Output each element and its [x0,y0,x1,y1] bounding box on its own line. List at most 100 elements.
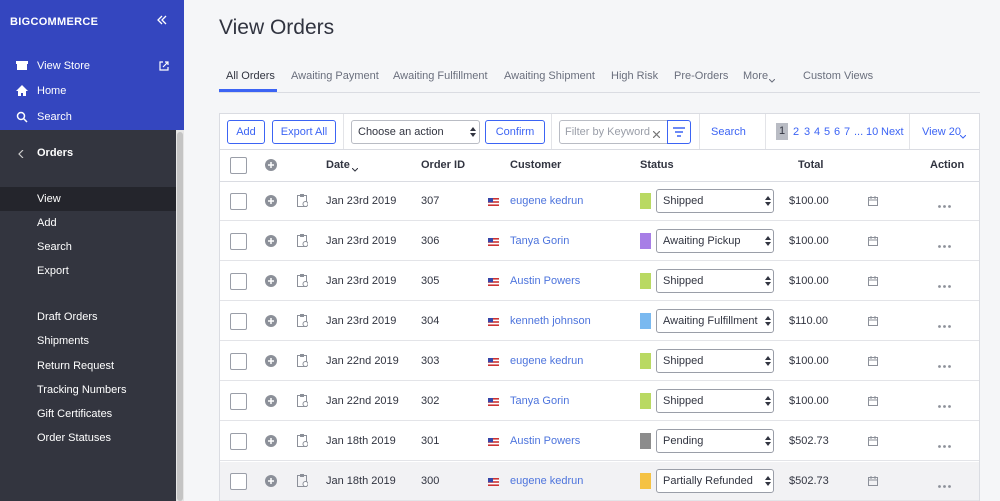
tab[interactable]: Pre-Orders [674,70,729,82]
expand-icon[interactable] [265,315,277,330]
menu-item[interactable]: Add [37,217,57,229]
select-all-checkbox[interactable] [230,157,247,174]
menu-item[interactable]: View [37,193,61,205]
menu-item[interactable]: Shipments [37,335,89,347]
calendar-icon[interactable] [868,276,878,289]
filter-button[interactable] [667,120,691,144]
menu-item[interactable]: Gift Certificates [37,408,113,420]
page-link[interactable]: ... [854,126,864,138]
page-link[interactable]: 10 [866,126,879,138]
nav-item[interactable]: View Store [0,56,184,76]
back-icon[interactable] [18,149,24,161]
row-checkbox[interactable] [230,393,247,410]
actions-menu[interactable] [938,239,951,251]
button[interactable]: Confirm [485,120,545,144]
tab[interactable]: Awaiting Shipment [504,70,595,82]
actions-menu[interactable] [938,199,951,211]
notes-icon[interactable] [297,474,309,490]
page-link[interactable]: 6 [834,126,841,138]
notes-icon[interactable] [297,394,309,410]
status-select[interactable]: Shipped [656,349,774,373]
filter-input[interactable]: Filter by Keyword [559,120,668,144]
tab[interactable]: Awaiting Fulfillment [393,70,488,82]
menu-item[interactable]: Return Request [37,360,115,372]
status-select[interactable]: Shipped [656,269,774,293]
expand-icon[interactable] [265,275,277,290]
menu-item[interactable]: Export [37,265,69,277]
status-select[interactable]: Partially Refunded [656,469,774,493]
customer-link[interactable]: eugene kedrun [510,195,584,207]
calendar-icon[interactable] [868,396,878,409]
customer-link[interactable]: Austin Powers [510,435,581,447]
page-link[interactable]: 3 [804,126,811,138]
notes-icon[interactable] [297,354,309,370]
expand-icon[interactable] [265,355,277,370]
tab[interactable]: Awaiting Payment [291,70,379,82]
notes-icon[interactable] [297,434,309,450]
action-select[interactable]: Choose an action [351,120,480,144]
expand-icon[interactable] [265,195,277,210]
status-select[interactable]: Shipped [656,189,774,213]
menu-item[interactable]: Tracking Numbers [37,384,127,396]
page-link[interactable]: 5 [824,126,831,138]
button[interactable]: Export All [272,120,336,144]
customer-link[interactable]: eugene kedrun [510,475,584,487]
nav-item[interactable]: Home [0,81,184,101]
actions-menu[interactable] [938,319,951,331]
row-checkbox[interactable] [230,353,247,370]
calendar-icon[interactable] [868,356,878,369]
search-link[interactable]: Search [711,126,746,138]
calendar-icon[interactable] [868,316,878,329]
sort-icon[interactable] [351,163,359,175]
customer-link[interactable]: Austin Powers [510,275,581,287]
calendar-icon[interactable] [868,236,878,249]
menu-item[interactable]: Draft Orders [37,311,98,323]
status-select[interactable]: Awaiting Pickup [656,229,774,253]
status-select[interactable]: Pending [656,429,774,453]
status-select[interactable]: Shipped [656,389,774,413]
notes-icon[interactable] [297,234,309,250]
view-select[interactable]: View 20 [922,126,961,138]
calendar-icon[interactable] [868,196,878,209]
page-link[interactable]: 2 [793,126,800,138]
calendar-icon[interactable] [868,436,878,449]
row-checkbox[interactable] [230,193,247,210]
row-checkbox[interactable] [230,473,247,490]
collapse-icon[interactable] [157,15,167,28]
customer-link[interactable]: kenneth johnson [510,315,591,327]
row-checkbox[interactable] [230,233,247,250]
page-link[interactable]: 4 [814,126,821,138]
expand-icon[interactable] [265,159,277,174]
tab[interactable]: More [743,70,769,82]
tab[interactable]: All Orders [226,70,275,82]
actions-menu[interactable] [938,399,951,411]
button[interactable]: Add [227,120,265,144]
row-checkbox[interactable] [230,313,247,330]
calendar-icon[interactable] [868,476,878,489]
column-header[interactable]: Date [326,159,350,171]
clear-icon[interactable] [652,129,661,141]
customer-link[interactable]: Tanya Gorin [510,395,570,407]
customer-link[interactable]: Tanya Gorin [510,235,570,247]
menu-item[interactable]: Search [37,241,72,253]
status-select[interactable]: Awaiting Fulfillment [656,309,774,333]
notes-icon[interactable] [297,194,309,210]
actions-menu[interactable] [938,439,951,451]
tab[interactable]: High Risk [611,70,659,82]
row-checkbox[interactable] [230,433,247,450]
menu-item[interactable]: Order Statuses [37,432,111,444]
page-link[interactable]: 1 [776,123,788,140]
row-checkbox[interactable] [230,273,247,290]
actions-menu[interactable] [938,279,951,291]
actions-menu[interactable] [938,359,951,371]
notes-icon[interactable] [297,274,309,290]
page-link[interactable]: 7 [844,126,851,138]
notes-icon[interactable] [297,314,309,330]
nav-item[interactable]: Search [0,107,184,127]
actions-menu[interactable] [938,479,951,491]
tab[interactable]: Custom Views [803,70,874,82]
page-link[interactable]: Next [881,126,904,138]
customer-link[interactable]: eugene kedrun [510,355,584,367]
expand-icon[interactable] [265,435,277,450]
expand-icon[interactable] [265,395,277,410]
